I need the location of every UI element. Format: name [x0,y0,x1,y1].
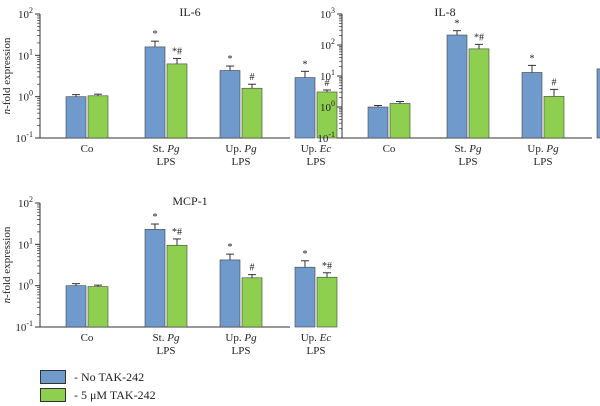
x-tick-label: LPS [157,345,176,357]
x-tick-label: LPS [534,156,553,168]
legend-swatch-tak [40,388,66,402]
x-tick-label: St. Pg [153,332,180,344]
y-tick-label: 10-1 [15,130,33,145]
x-tick-label: LPS [157,156,176,168]
bar-no-tak [144,46,166,139]
y-tick-label: 102 [18,195,33,210]
bar-no-tak [294,77,316,139]
significance-marker: *# [172,227,182,238]
bar-no-tak [65,285,87,328]
y-tick-label: 102 [320,37,335,52]
x-tick-label: Co [81,332,94,344]
significance-marker: * [530,53,535,64]
chart-title: IL-8 [434,5,455,19]
y-tick-label: 10-1 [15,319,33,334]
legend-item-no-tak: - No TAK-242 [40,370,300,388]
y-axis-label: n-fold expression [1,37,13,114]
legend-item-tak: - 5 μM TAK-242 [40,388,300,406]
x-tick-label: St. Pg [153,143,180,155]
significance-marker: *# [474,32,484,43]
x-tick-label: LPS [307,156,326,168]
y-tick-label: 101 [18,236,33,251]
significance-marker: # [250,263,255,274]
bar-no-tak [294,266,316,328]
y-tick-label: 101 [320,68,335,83]
bar-tak [389,103,411,139]
significance-marker: * [153,29,158,40]
x-tick-label: LPS [307,345,326,357]
bar-tak [543,96,565,139]
significance-marker: * [303,249,308,260]
bar-tak [166,244,188,328]
bar-no-tak [219,259,241,328]
x-tick-label: LPS [232,156,251,168]
x-tick-label: Up. Pg [527,143,559,155]
y-tick-label: 100 [18,89,33,104]
x-tick-label: LPS [232,345,251,357]
y-tick-label: 10-1 [317,130,335,145]
x-tick-label: Up. Pg [225,332,257,344]
x-tick-label: Up. Ec [301,143,332,155]
bar-no-tak [596,68,600,139]
bar-tak [316,276,338,328]
significance-marker: *# [172,46,182,57]
bar-tak [241,277,263,328]
bar-tak [241,87,263,139]
x-tick-label: St. Pg [455,143,482,155]
significance-marker: # [250,72,255,83]
y-tick-label: 102 [18,6,33,21]
bar-no-tak [367,106,389,139]
bar-no-tak [521,72,543,139]
legend-swatch-no-tak [40,370,66,384]
x-tick-label: LPS [459,156,478,168]
legend-label-no-tak: - No TAK-242 [74,370,145,384]
significance-marker: *# [322,261,332,272]
y-tick-label: 100 [18,278,33,293]
bar-no-tak [219,70,241,139]
significance-marker: * [153,212,158,223]
significance-marker: # [325,78,330,89]
bar-tak [468,48,490,139]
y-axis-label: n-fold expression [1,226,13,303]
bar-tak [87,286,109,328]
significance-marker: * [455,19,460,30]
significance-marker: * [228,242,233,253]
bar-no-tak [144,229,166,328]
y-tick-label: 101 [18,47,33,62]
y-tick-label: 103 [320,6,335,21]
significance-marker: # [552,77,557,88]
bar-no-tak [446,34,468,139]
bar-tak [166,63,188,139]
bar-tak [87,95,109,139]
x-tick-label: Up. Pg [225,143,257,155]
chart-title: MCP-1 [172,194,207,208]
x-tick-label: Co [383,143,396,155]
x-tick-label: Co [81,143,94,155]
significance-marker: * [228,54,233,65]
y-tick-label: 100 [320,99,335,114]
bar-no-tak [65,96,87,139]
legend-label-tak: - 5 μM TAK-242 [74,388,156,402]
chart-title: IL-6 [179,5,200,19]
significance-marker: * [303,59,308,70]
x-tick-label: Up. Ec [301,332,332,344]
